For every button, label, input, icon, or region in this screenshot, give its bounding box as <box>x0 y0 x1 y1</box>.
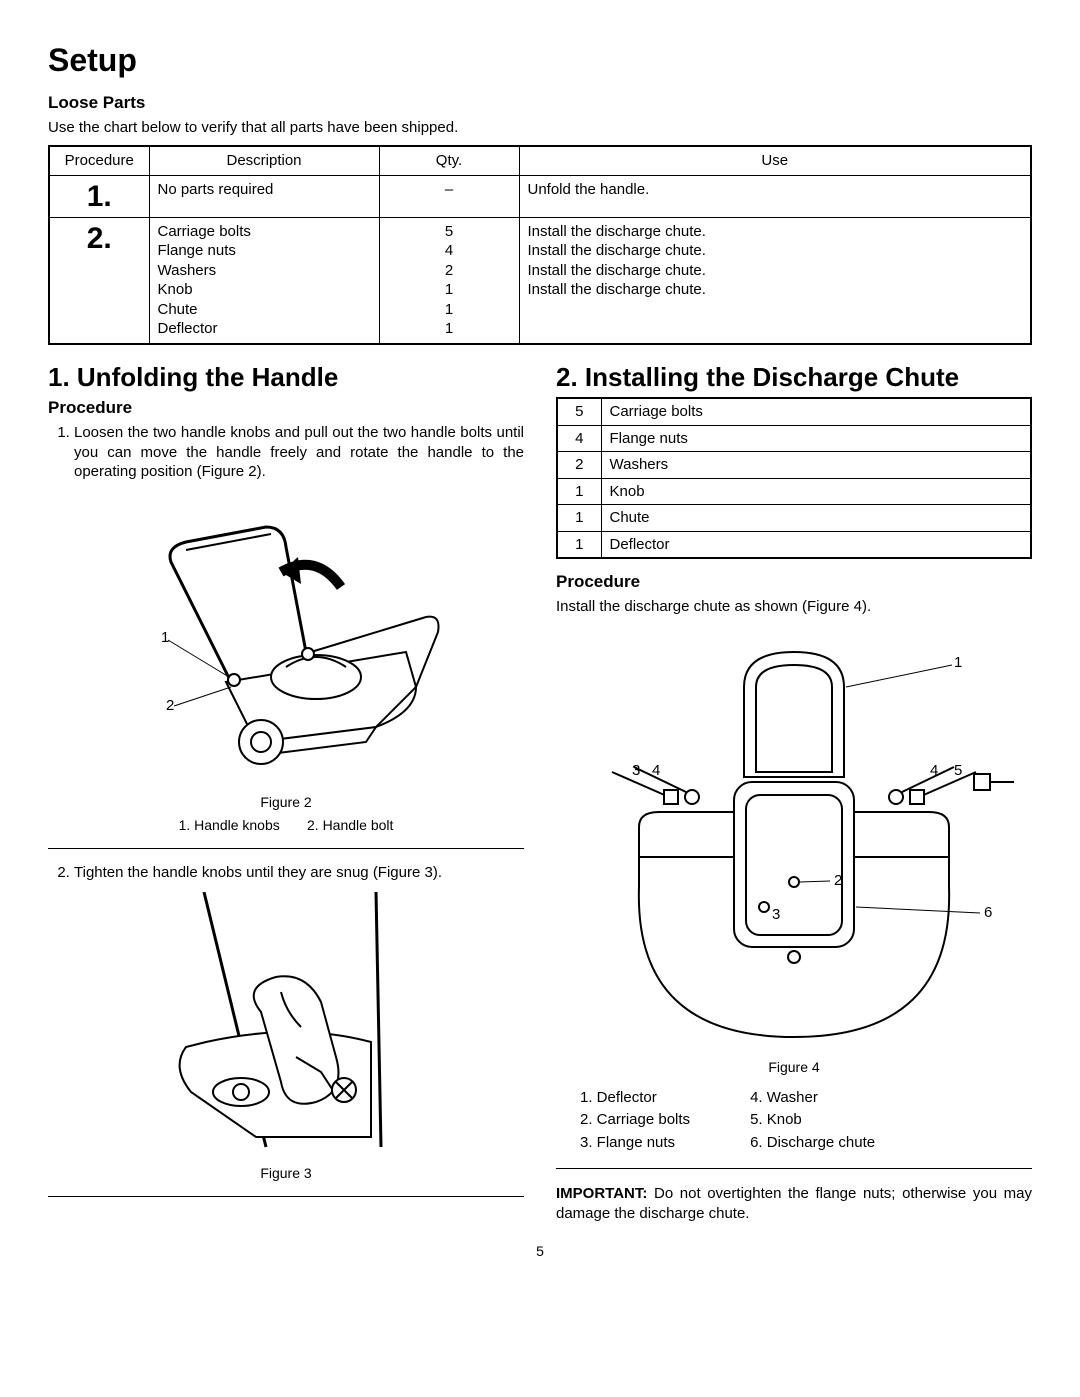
fig4-legend-2: 2. Carriage bolts <box>580 1109 690 1132</box>
proc-1-desc: No parts required <box>149 175 379 217</box>
proc-1-qty: – <box>379 175 519 217</box>
fig4-legend-5: 5. Knob <box>750 1109 875 1132</box>
page-number: 5 <box>48 1242 1032 1260</box>
figure-3: Figure 3 <box>48 892 524 1182</box>
row-desc: Deflector <box>158 319 371 339</box>
section-2-title: 2. Installing the Discharge Chute <box>556 363 1032 392</box>
proc-1-use: Unfold the handle. <box>519 175 1031 217</box>
section-1-title: 1. Unfolding the Handle <box>48 363 524 392</box>
mini-desc: Chute <box>601 505 1031 532</box>
row-qty: 1 <box>388 280 511 300</box>
row-use: Install the discharge chute. <box>528 222 1023 242</box>
proc-2-desc: Carriage bolts Flange nuts Washers Knob … <box>149 217 379 344</box>
row-desc: Knob <box>158 280 371 300</box>
svg-text:3: 3 <box>632 762 640 779</box>
mini-desc: Flange nuts <box>601 425 1031 452</box>
right-column: 2. Installing the Discharge Chute 5Carri… <box>556 363 1032 1238</box>
left-column: 1. Unfolding the Handle Procedure Loosen… <box>48 363 524 1238</box>
row-desc: Flange nuts <box>158 241 371 261</box>
svg-text:4: 4 <box>652 762 660 779</box>
mini-qty: 2 <box>557 452 601 479</box>
th-use: Use <box>519 146 1031 175</box>
fig4-legend-1: 1. Deflector <box>580 1087 690 1110</box>
svg-text:2: 2 <box>834 872 842 889</box>
fig2-legend-2: 2. Handle bolt <box>307 817 393 833</box>
step-1: Loosen the two handle knobs and pull out… <box>74 423 524 482</box>
th-description: Description <box>149 146 379 175</box>
step-2: Tighten the handle knobs until they are … <box>74 863 524 883</box>
proc-2-num: 2. <box>49 217 149 344</box>
svg-text:1: 1 <box>954 654 962 671</box>
mini-desc: Deflector <box>601 531 1031 558</box>
row-qty: 4 <box>388 241 511 261</box>
row-desc: Chute <box>158 300 371 320</box>
page-title: Setup <box>48 40 1032 82</box>
important-note: IMPORTANT: Do not overtighten the flange… <box>556 1184 1032 1223</box>
proc-2-qty: 5 4 2 1 1 1 <box>379 217 519 344</box>
fig4-legend-4: 4. Washer <box>750 1087 875 1110</box>
figure-3-caption: Figure 3 <box>48 1164 524 1182</box>
separator <box>48 848 524 849</box>
mini-desc: Washers <box>601 452 1031 479</box>
mini-desc: Carriage bolts <box>601 398 1031 425</box>
mini-desc: Knob <box>601 478 1031 505</box>
row-use: Install the discharge chute. <box>528 280 1023 300</box>
proc-2-use: Install the discharge chute. Install the… <box>519 217 1031 344</box>
th-procedure: Procedure <box>49 146 149 175</box>
fig2-callout-1: 1 <box>161 629 169 646</box>
figure-2: 1 2 Figure 2 1. Handle knobs 2. Handle b… <box>48 492 524 834</box>
figure-4: 1 3 4 4 5 2 3 6 Figure 4 <box>556 627 1032 1077</box>
svg-text:6: 6 <box>984 904 992 921</box>
th-qty: Qty. <box>379 146 519 175</box>
procedure-heading-1: Procedure <box>48 397 524 419</box>
separator <box>556 1168 1032 1169</box>
important-label: IMPORTANT: <box>556 1185 647 1202</box>
svg-text:4: 4 <box>930 762 938 779</box>
fig4-legend-3: 3. Flange nuts <box>580 1132 690 1155</box>
figure-4-legend: 1. Deflector 2. Carriage bolts 3. Flange… <box>580 1087 1032 1155</box>
figure-2-caption: Figure 2 <box>48 793 524 811</box>
fig4-legend-6: 6. Discharge chute <box>750 1132 875 1155</box>
row-qty: 1 <box>388 319 511 339</box>
figure-4-caption: Figure 4 <box>556 1058 1032 1076</box>
mini-qty: 1 <box>557 531 601 558</box>
loose-parts-table: Procedure Description Qty. Use 1. No par… <box>48 145 1032 345</box>
row-use: Install the discharge chute. <box>528 241 1023 261</box>
loose-parts-intro: Use the chart below to verify that all p… <box>48 118 1032 138</box>
mini-qty: 1 <box>557 478 601 505</box>
row-qty: 5 <box>388 222 511 242</box>
svg-text:3: 3 <box>772 906 780 923</box>
proc-1-num: 1. <box>49 175 149 217</box>
procedure-2-text: Install the discharge chute as shown (Fi… <box>556 597 1032 617</box>
fig2-legend-1: 1. Handle knobs <box>179 817 280 833</box>
fig2-callout-2: 2 <box>166 697 174 714</box>
svg-text:5: 5 <box>954 762 962 779</box>
row-qty: 1 <box>388 300 511 320</box>
row-use: Install the discharge chute. <box>528 261 1023 281</box>
loose-parts-heading: Loose Parts <box>48 92 1032 114</box>
mini-qty: 1 <box>557 505 601 532</box>
row-qty: 2 <box>388 261 511 281</box>
row-desc: Carriage bolts <box>158 222 371 242</box>
row-desc: Washers <box>158 261 371 281</box>
separator <box>48 1196 524 1197</box>
parts-mini-table: 5Carriage bolts 4Flange nuts 2Washers 1K… <box>556 397 1032 559</box>
mini-qty: 4 <box>557 425 601 452</box>
mini-qty: 5 <box>557 398 601 425</box>
procedure-heading-2: Procedure <box>556 571 1032 593</box>
